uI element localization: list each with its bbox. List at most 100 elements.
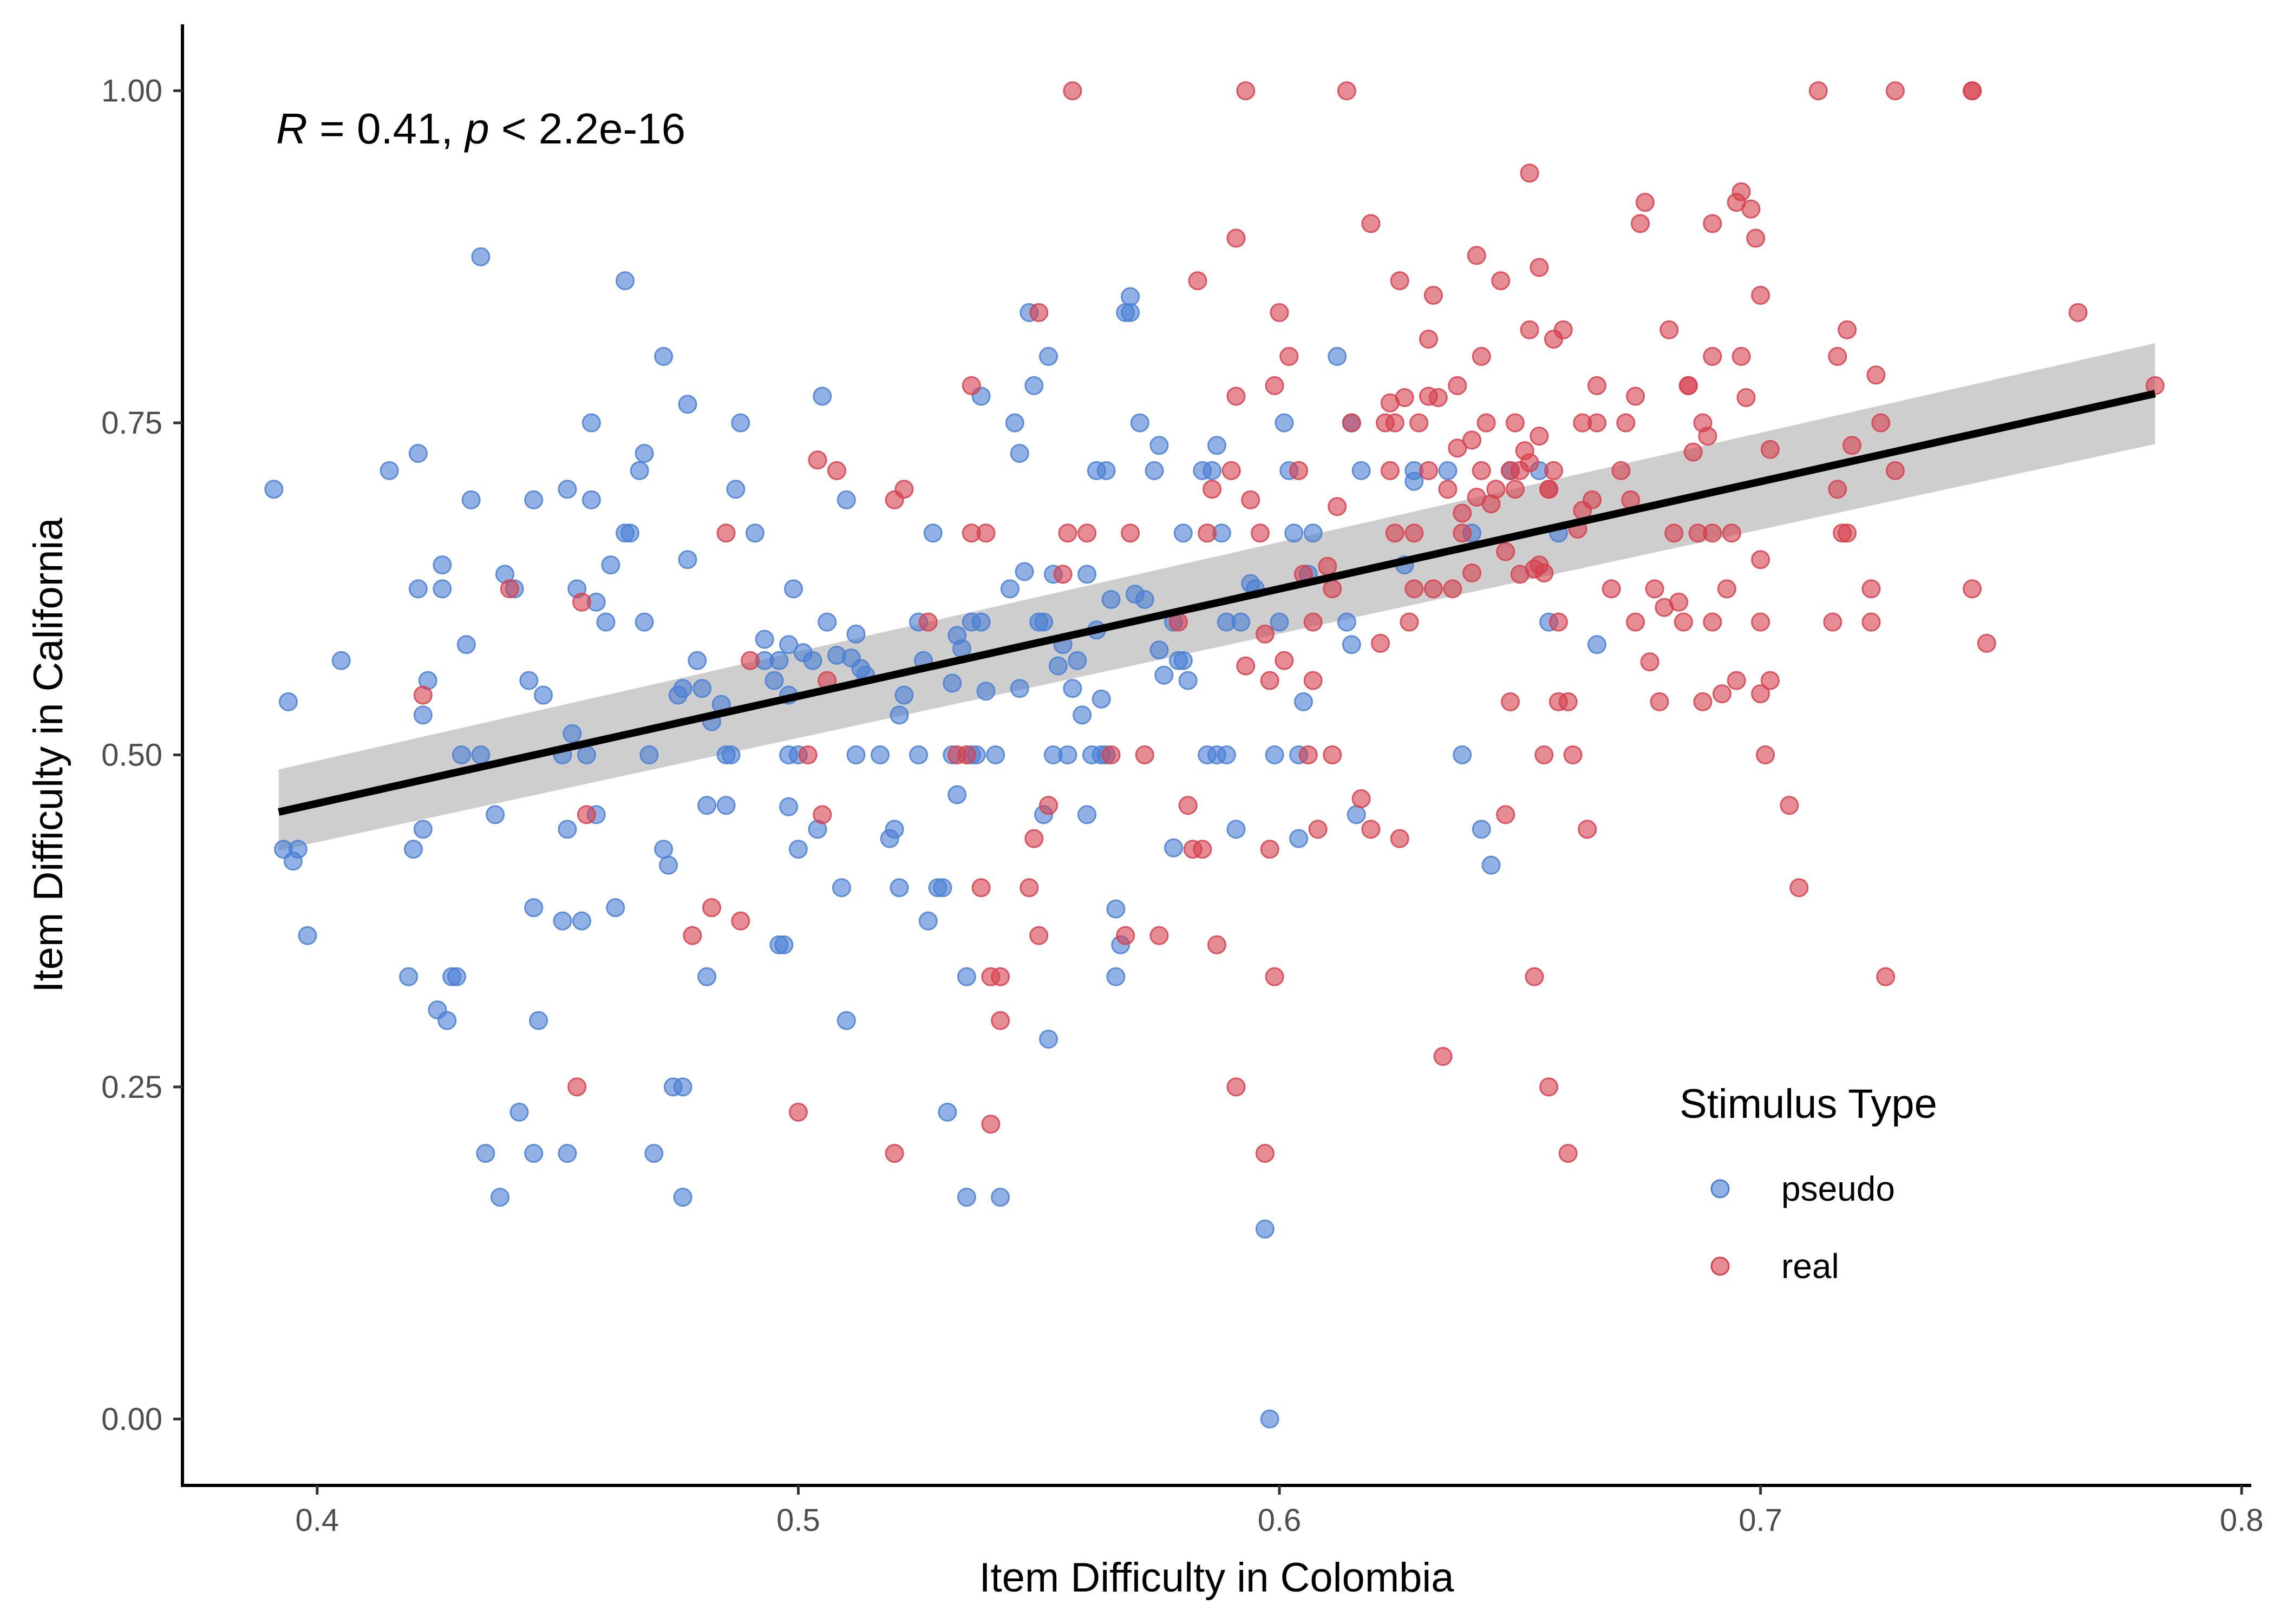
point-real [957,745,976,764]
point-pseudo [1130,413,1149,433]
point-real [1342,413,1361,433]
point-real [1433,1047,1453,1066]
point-real [1404,579,1424,599]
legend-title: Stimulus Type [1680,1081,1937,1127]
point-pseudo [408,444,428,463]
point-pseudo [933,878,952,898]
regression-line-layer [278,390,2156,816]
x-tick-label: 0.8 [2220,1503,2264,1538]
point-pseudo [1135,590,1154,609]
point-pseudo [581,413,601,433]
point-real [1505,413,1525,433]
point-real [1539,480,1559,499]
point-pseudo [1005,413,1024,433]
point-pseudo [644,1144,664,1163]
point-pseudo [1203,461,1222,480]
point-pseudo [678,550,697,569]
point-real [1828,480,1847,499]
point-pseudo [452,745,471,764]
point-real [1866,365,1886,385]
point-real [1188,271,1207,291]
point-real [1063,81,1082,101]
point-real [702,898,721,918]
point-pseudo [1039,346,1058,366]
point-real [1409,413,1429,433]
point-real [918,612,938,632]
point-real [1640,652,1659,672]
point-pseudo [1034,612,1054,632]
point-real [1578,820,1597,839]
point-real [1303,671,1323,690]
point-real [1703,346,1722,366]
point-real [1760,671,1780,690]
point-pseudo [1293,692,1313,711]
y-tick-label: 0.00 [101,1402,162,1437]
point-pseudo [1010,679,1029,698]
point-real [1645,579,1664,599]
point-real [1678,376,1698,395]
point-pseudo [461,490,481,509]
point-real [1279,346,1299,366]
point-pseudo [1217,745,1236,764]
point-real [1751,684,1770,704]
point-pseudo [890,705,909,725]
point-pseudo [558,820,577,839]
point-real [1583,490,1602,509]
point-real [1823,612,1842,632]
point-pseudo [1106,899,1126,919]
point-real [1520,163,1539,183]
point-real [885,1144,904,1163]
point-real [1203,480,1222,499]
point-pseudo [659,855,678,875]
point-pseudo [1255,1219,1275,1239]
point-real [1467,246,1486,265]
point-real [1318,556,1337,576]
point-pseudo [788,840,808,859]
point-real [1255,1144,1275,1163]
point-pseudo [639,745,659,764]
point-real [1149,926,1169,945]
point-pseudo [529,1011,548,1030]
point-pseudo [433,579,452,599]
point-real [788,1103,808,1122]
point-real [1808,81,1828,101]
point-pseudo [413,705,433,725]
point-pseudo [692,679,712,698]
point-real [1462,563,1481,582]
point-real [1751,550,1770,569]
point-pseudo [635,444,654,463]
point-real [1861,579,1881,599]
x-ticks: 0.4 0.5 0.6 0.7 0.8 [295,1485,2264,1538]
point-real [1260,840,1279,859]
point-real [1674,612,1693,632]
point-real [572,592,591,612]
point-real [1400,612,1419,632]
point-real [1462,430,1481,450]
point-real [813,805,832,824]
point-real [1323,745,1342,764]
point-pseudo [1472,820,1491,839]
point-pseudo [1207,436,1226,455]
point-real [1289,461,1309,480]
point-pseudo [572,911,591,931]
point-pseudo [745,523,764,543]
point-pseudo [909,745,929,764]
point-real [1496,542,1515,561]
legend-key-pseudo [1710,1179,1730,1199]
point-real [1428,388,1448,407]
point-real [1539,1077,1559,1097]
point-pseudo [413,820,433,839]
point-pseudo [1073,705,1092,725]
point-pseudo [380,461,399,480]
point-pseudo [1265,745,1284,764]
regression-line [278,390,2156,816]
point-real [1558,1144,1578,1163]
point-real [1838,523,1857,543]
point-real [1717,579,1736,599]
point-real [1058,523,1077,543]
point-pseudo [673,679,692,698]
point-real [1727,671,1746,690]
point-pseudo [471,745,491,764]
point-real [1731,182,1751,201]
y-tick-label: 0.25 [101,1070,162,1105]
